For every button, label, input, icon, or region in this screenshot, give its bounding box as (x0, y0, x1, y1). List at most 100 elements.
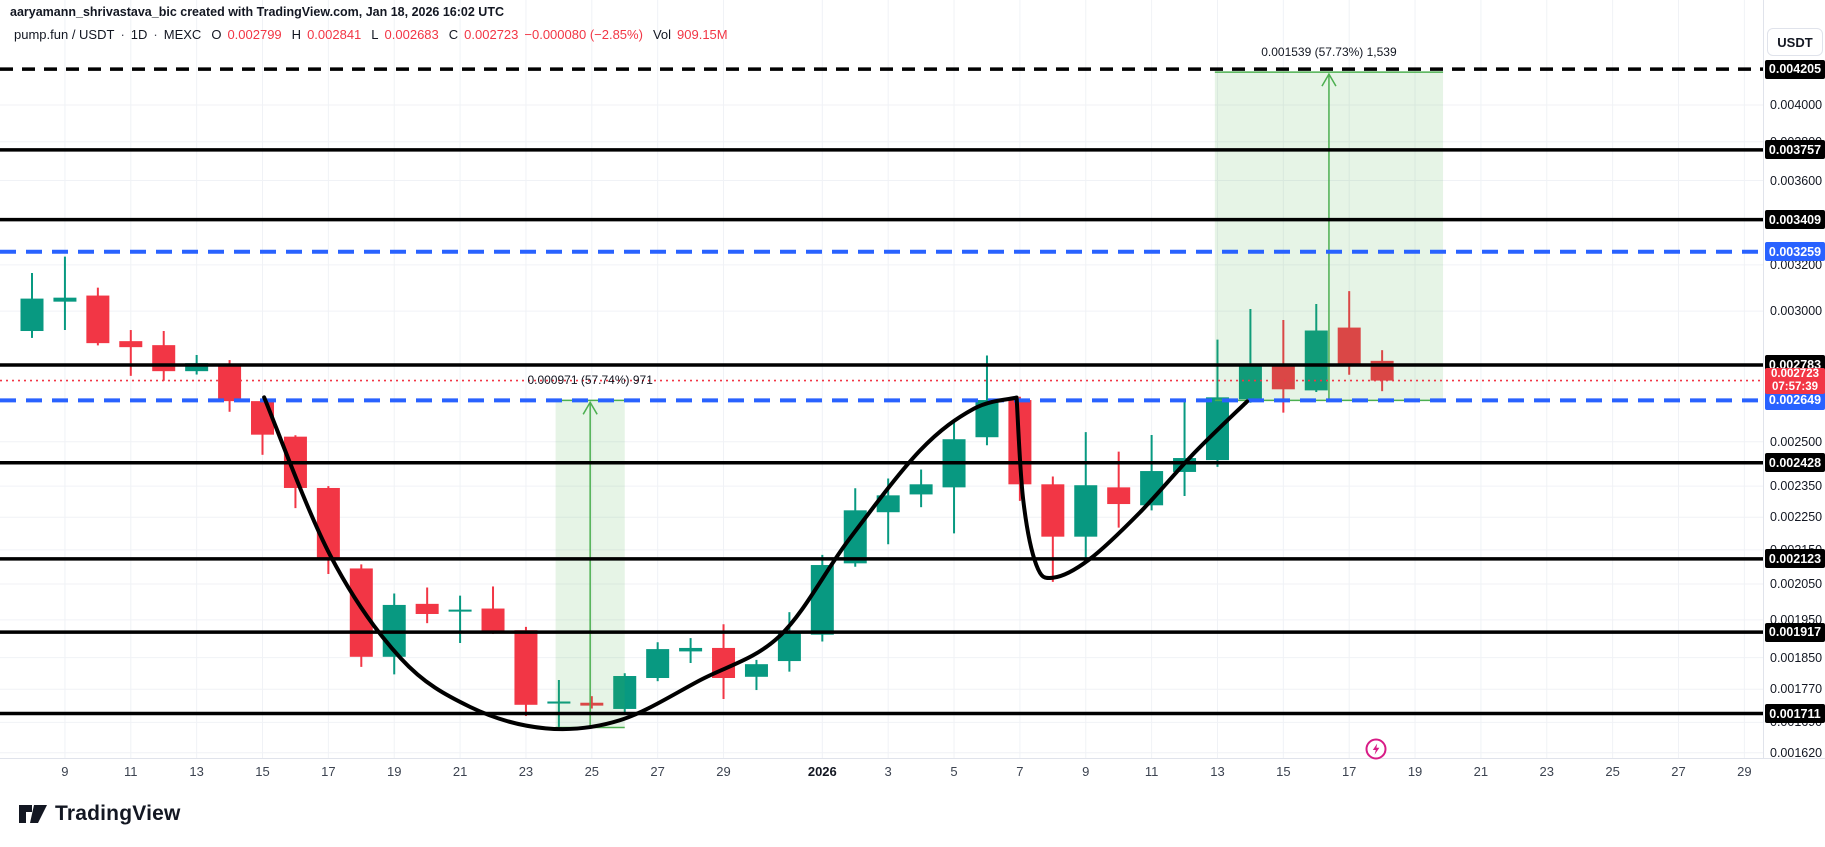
candle-body (86, 295, 110, 344)
cup-curve[interactable] (262, 395, 1019, 732)
time-label-9: 9 (1082, 764, 1090, 779)
flash-event-icon[interactable] (1363, 736, 1389, 762)
candle-Jan-2[interactable] (843, 488, 867, 567)
candle-Dec-23[interactable] (514, 626, 538, 717)
time-label-25: 25 (1605, 764, 1620, 779)
candle-Dec-30[interactable] (744, 659, 768, 691)
time-label-5: 5 (950, 764, 958, 779)
measure-box-small[interactable] (555, 399, 625, 729)
candle-Dec-12[interactable] (152, 331, 176, 381)
time-label-19: 19 (1407, 764, 1423, 779)
candle-body (580, 702, 604, 706)
candle-body (1304, 330, 1328, 391)
candle-Dec-8[interactable] (20, 273, 44, 338)
close-label: C (448, 27, 459, 42)
candle-Jan-9[interactable] (1074, 432, 1098, 559)
candle-Dec-20[interactable] (415, 587, 439, 624)
price-tick-0.003600: 0.003600 (1770, 173, 1823, 188)
last-price-badge: 0.002723 07:57:39 (1765, 367, 1825, 394)
open-value: 0.002799 (227, 27, 282, 42)
price-tick-0.001770: 0.001770 (1770, 682, 1823, 697)
candle-Dec-18[interactable] (349, 564, 373, 667)
price-badge-0.002649: 0.002649 (1765, 390, 1825, 410)
price-badge-0.002123: 0.002123 (1765, 549, 1825, 569)
time-label-23: 23 (518, 764, 534, 779)
timeframe-label[interactable]: 1D (130, 27, 148, 42)
open-label: O (211, 27, 222, 42)
time-label-3: 3 (884, 764, 892, 779)
candle-Jan-12[interactable] (1173, 401, 1197, 496)
candle-Dec-10[interactable] (86, 287, 110, 346)
time-label-7: 7 (1016, 764, 1024, 779)
time-label-25: 25 (584, 764, 600, 779)
candle-Jan-5[interactable] (942, 422, 966, 534)
candle-body (646, 649, 670, 678)
candle-body (218, 364, 242, 402)
candle-Jan-16[interactable] (1304, 304, 1328, 392)
time-label-13: 13 (1210, 764, 1225, 779)
candle-Dec-26[interactable] (613, 673, 637, 714)
time-label-17: 17 (321, 764, 336, 779)
candle-Jan-8[interactable] (1041, 476, 1065, 582)
candle-body (1041, 484, 1065, 537)
candle-body (448, 609, 472, 612)
candle-body (744, 664, 768, 677)
symbol-name[interactable]: pump.fun / USDT (14, 27, 115, 42)
price-tick-0.004000: 0.004000 (1770, 98, 1823, 112)
price-badge-0.001711: 0.001711 (1765, 704, 1825, 724)
price-tick-0.002050: 0.002050 (1770, 577, 1823, 591)
last-price-value: 0.002723 (1771, 368, 1819, 381)
time-label-21: 21 (452, 764, 468, 779)
measure-label-small: 0.000971 (57.74%) 971 (527, 373, 653, 388)
candle-body (777, 633, 801, 662)
candle-body (1107, 487, 1131, 505)
candle-Dec-11[interactable] (119, 330, 143, 376)
candle-Dec-22[interactable] (481, 586, 505, 634)
candle-Dec-15[interactable] (251, 399, 275, 455)
bar-close-countdown: 07:57:39 (1771, 380, 1819, 393)
candle-body (1271, 364, 1295, 390)
time-label-29: 29 (716, 764, 731, 779)
candle-Dec-14[interactable] (218, 360, 242, 412)
candle-Dec-27[interactable] (646, 642, 670, 682)
candle-Jan-6[interactable] (975, 355, 999, 446)
price-chart-canvas[interactable] (0, 0, 1763, 758)
candle-body (1074, 485, 1098, 537)
tradingview-logo[interactable]: TradingView (18, 800, 181, 828)
candle-Jan-17[interactable] (1337, 291, 1361, 375)
currency-toggle-button[interactable]: USDT (1767, 28, 1823, 56)
high-label: H (291, 27, 302, 42)
candle-Dec-21[interactable] (448, 595, 472, 643)
exchange-label[interactable]: MEXC (163, 27, 202, 42)
time-axis[interactable]: 9 11 13 15 17 19 21 23 25 27 29 2026 3 5 7 9 11 13 15 17 19 2… (0, 758, 1825, 787)
candle-Dec-29[interactable] (712, 624, 736, 700)
candle-Dec-31[interactable] (777, 612, 801, 672)
candle-body (152, 345, 176, 372)
candle-Jan-4[interactable] (909, 469, 933, 508)
candle-body (185, 363, 209, 372)
time-label-19: 19 (386, 764, 402, 779)
price-badge-0.003757: 0.003757 (1765, 140, 1825, 160)
candle-Dec-28[interactable] (679, 638, 703, 664)
time-label-23: 23 (1539, 764, 1554, 779)
time-label-21: 21 (1473, 764, 1489, 779)
candle-Jan-1[interactable] (810, 554, 834, 642)
candle-Dec-9[interactable] (53, 256, 77, 331)
candle-Dec-25[interactable] (580, 696, 604, 709)
time-label-15: 15 (1276, 764, 1291, 779)
candle-body (679, 647, 703, 652)
volume-label: Vol (652, 27, 672, 42)
high-value: 0.002841 (307, 27, 362, 42)
candle-body (909, 484, 933, 495)
candle-body (349, 568, 373, 657)
measure-box-big[interactable] (1214, 71, 1444, 402)
candle-Dec-24[interactable] (547, 679, 571, 728)
candle-body (53, 297, 77, 302)
time-label-9: 9 (61, 764, 69, 779)
price-axis[interactable]: USDT 0.0040000.0038000.0036000.0032000.0… (1763, 0, 1825, 784)
candle-Jan-14[interactable] (1238, 309, 1262, 403)
tradingview-logo-text: TradingView (55, 802, 181, 825)
handle-curve[interactable] (1014, 395, 1250, 580)
